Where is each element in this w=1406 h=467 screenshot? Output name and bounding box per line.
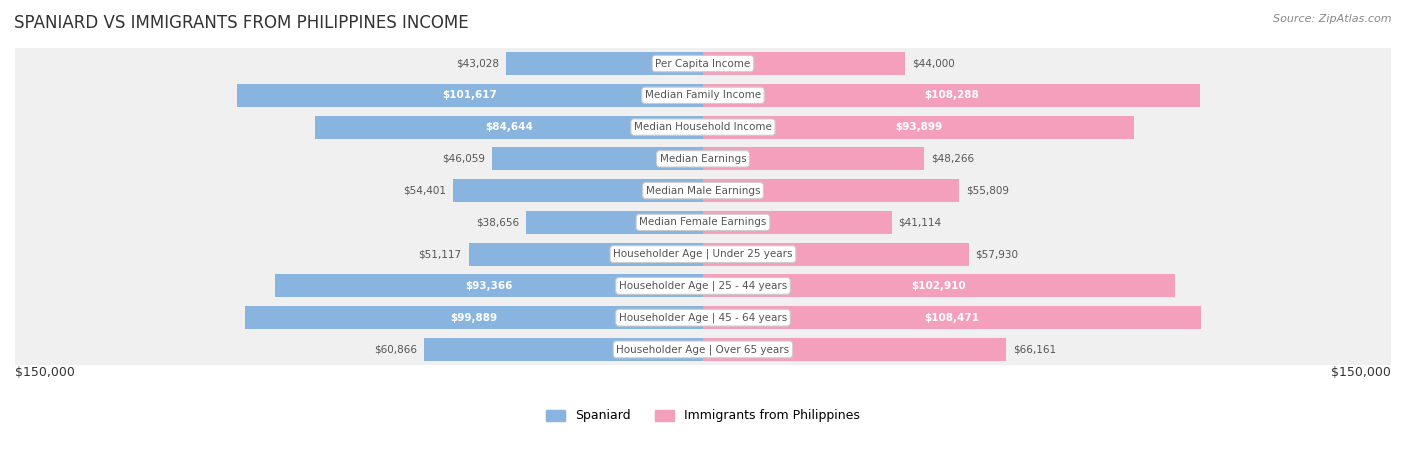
Text: $108,471: $108,471 [924,313,979,323]
Text: $93,899: $93,899 [894,122,942,132]
Bar [245,306,703,329]
Text: Per Capita Income: Per Capita Income [655,58,751,69]
Text: Median Household Income: Median Household Income [634,122,772,132]
Text: Householder Age | Under 25 years: Householder Age | Under 25 years [613,249,793,259]
Bar [15,333,1391,365]
Text: Median Female Earnings: Median Female Earnings [640,217,766,227]
Text: $57,930: $57,930 [976,249,1018,259]
Bar [703,275,1175,297]
Text: $51,117: $51,117 [419,249,461,259]
Text: $41,114: $41,114 [898,217,942,227]
Text: $43,028: $43,028 [456,58,499,69]
Text: Householder Age | 45 - 64 years: Householder Age | 45 - 64 years [619,312,787,323]
Text: $48,266: $48,266 [931,154,974,164]
Text: $55,809: $55,809 [966,185,1010,196]
Bar [15,79,1391,111]
Bar [492,148,703,170]
Bar [423,338,703,361]
Bar [703,84,1199,107]
Bar [15,111,1391,143]
Bar [15,238,1391,270]
Bar [703,338,1007,361]
Text: Median Family Income: Median Family Income [645,90,761,100]
Text: $150,000: $150,000 [15,366,75,379]
Bar [15,48,1391,79]
Bar [703,306,1201,329]
Text: SPANIARD VS IMMIGRANTS FROM PHILIPPINES INCOME: SPANIARD VS IMMIGRANTS FROM PHILIPPINES … [14,14,468,32]
Text: Source: ZipAtlas.com: Source: ZipAtlas.com [1274,14,1392,24]
Text: Median Male Earnings: Median Male Earnings [645,185,761,196]
Text: $99,889: $99,889 [450,313,498,323]
Bar [506,52,703,75]
Text: $108,288: $108,288 [924,90,979,100]
Bar [15,206,1391,238]
Text: $102,910: $102,910 [911,281,966,291]
Bar [703,179,959,202]
Text: $150,000: $150,000 [1331,366,1391,379]
Bar [703,148,924,170]
Text: $60,866: $60,866 [374,345,418,354]
Text: $46,059: $46,059 [441,154,485,164]
Bar [454,179,703,202]
Text: $66,161: $66,161 [1014,345,1056,354]
Bar [274,275,703,297]
Bar [15,270,1391,302]
Text: Householder Age | Over 65 years: Householder Age | Over 65 years [616,344,790,354]
Bar [15,143,1391,175]
Bar [315,116,703,139]
Bar [526,211,703,234]
Text: $54,401: $54,401 [404,185,447,196]
Bar [703,116,1133,139]
Bar [703,243,969,266]
Text: $101,617: $101,617 [443,90,498,100]
Text: $84,644: $84,644 [485,122,533,132]
Text: $38,656: $38,656 [475,217,519,227]
Text: $93,366: $93,366 [465,281,513,291]
Bar [468,243,703,266]
Text: Median Earnings: Median Earnings [659,154,747,164]
Bar [703,211,891,234]
Bar [15,302,1391,333]
Legend: Spaniard, Immigrants from Philippines: Spaniard, Immigrants from Philippines [541,404,865,427]
Bar [15,175,1391,206]
Text: Householder Age | 25 - 44 years: Householder Age | 25 - 44 years [619,281,787,291]
Bar [238,84,703,107]
Bar [703,52,905,75]
Text: $44,000: $44,000 [911,58,955,69]
